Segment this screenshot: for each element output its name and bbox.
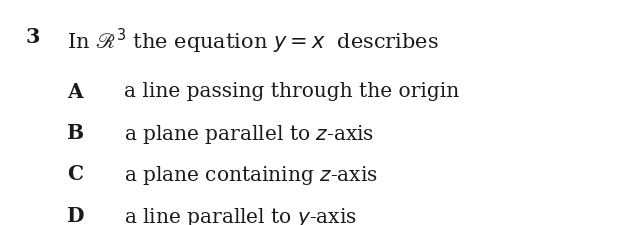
Text: C: C <box>67 163 83 183</box>
Text: B: B <box>67 123 84 142</box>
Text: a line passing through the origin: a line passing through the origin <box>124 82 459 101</box>
Text: 3: 3 <box>25 27 40 47</box>
Text: a plane containing $\mathit{z}$-axis: a plane containing $\mathit{z}$-axis <box>124 163 378 186</box>
Text: In $\mathscr{R}^3$ the equation $y = x$  describes: In $\mathscr{R}^3$ the equation $y = x$ … <box>67 27 439 56</box>
Text: D: D <box>67 205 85 225</box>
Text: a plane parallel to $\mathit{z}$-axis: a plane parallel to $\mathit{z}$-axis <box>124 123 374 146</box>
Text: a line parallel to $\mathit{y}$-axis: a line parallel to $\mathit{y}$-axis <box>124 205 357 225</box>
Text: A: A <box>67 82 83 102</box>
